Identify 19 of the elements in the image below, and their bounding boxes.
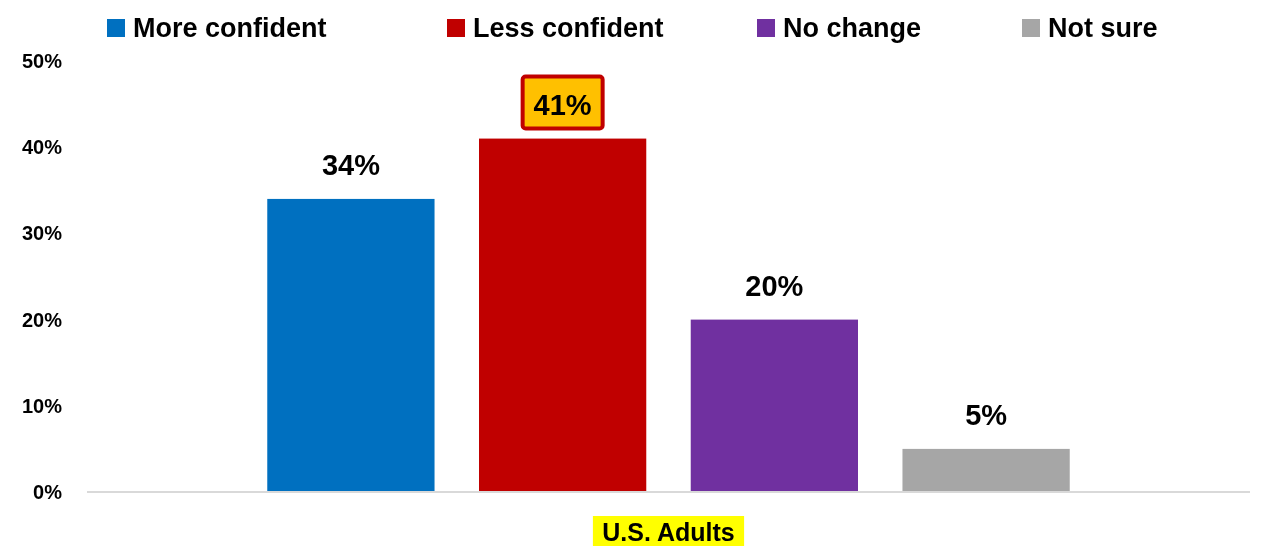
y-tick-label: 30% (21, 222, 63, 245)
legend-label: No change (783, 13, 922, 43)
data-label: 41% (533, 88, 592, 121)
y-tick-label: 50% (21, 50, 63, 72)
y-tick-label: 10% (21, 394, 63, 417)
legend-label: Less confident (473, 13, 664, 43)
legend-label: More confident (133, 13, 327, 43)
bar (902, 448, 1070, 492)
y-tick-label: 20% (21, 308, 63, 331)
bar (479, 138, 647, 492)
data-label: 20% (745, 269, 804, 302)
data-label: 34% (321, 148, 381, 181)
legend-label: Not sure (1048, 13, 1158, 43)
data-label: 5% (965, 398, 1008, 431)
x-tick-label: U.S. Adults (602, 518, 735, 546)
bar (267, 198, 435, 492)
y-tick-label: 40% (21, 136, 63, 159)
bar (690, 319, 858, 492)
y-tick-label: 0% (33, 481, 63, 503)
